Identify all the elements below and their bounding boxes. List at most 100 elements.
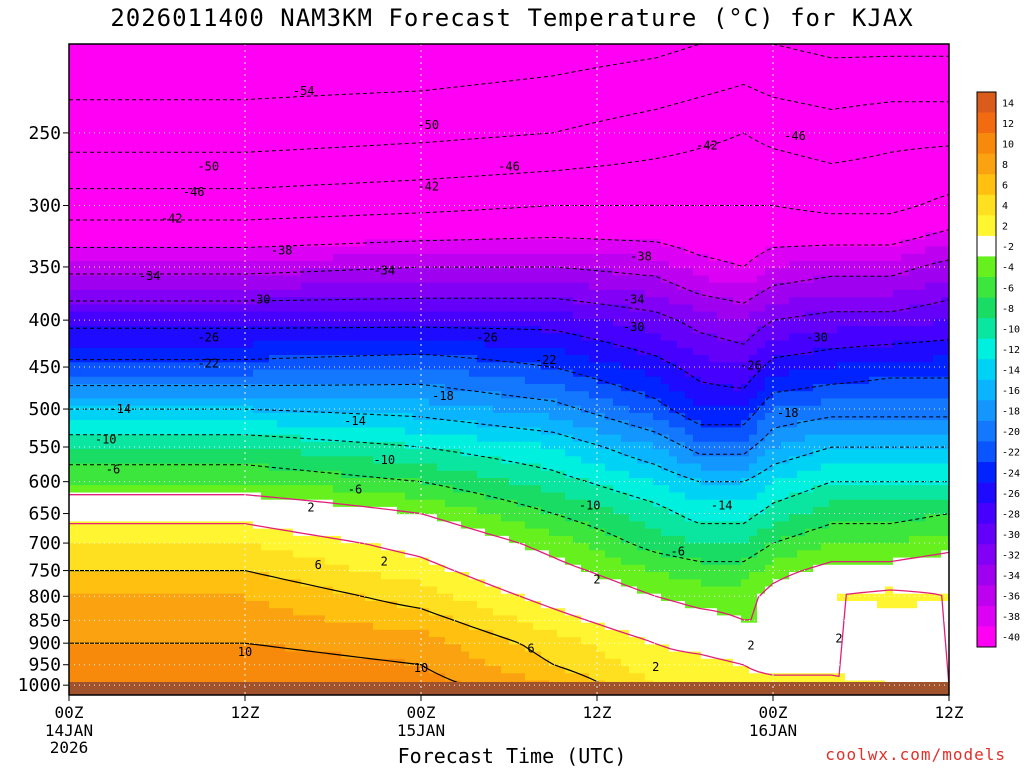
temp-cell <box>237 333 246 342</box>
temp-cell <box>141 449 150 457</box>
temp-cell <box>141 217 150 226</box>
temp-cell <box>453 506 462 515</box>
temp-cell <box>509 239 518 248</box>
temp-cell <box>117 347 126 356</box>
temp-cell <box>77 405 86 414</box>
temp-cell <box>349 261 358 269</box>
temp-cell <box>437 217 446 226</box>
temp-cell <box>69 268 78 276</box>
temp-cell <box>325 188 334 197</box>
temp-cell <box>77 195 86 204</box>
temp-cell <box>269 217 278 226</box>
temp-cell <box>309 550 318 559</box>
temp-cell <box>413 174 422 182</box>
temp-cell <box>133 51 142 59</box>
temp-cell <box>261 188 270 197</box>
temp-cell <box>245 195 254 204</box>
temp-cell <box>173 485 182 493</box>
temp-cell <box>461 275 470 284</box>
temp-cell <box>461 362 470 371</box>
temp-cell <box>149 463 158 472</box>
temp-cell <box>109 167 118 175</box>
temp-cell <box>421 427 430 436</box>
temp-cell <box>341 130 350 139</box>
temp-cell <box>109 593 118 602</box>
temp-cell <box>421 188 430 197</box>
temp-cell <box>133 441 142 450</box>
temp-cell <box>389 434 398 443</box>
temp-cell <box>173 514 182 522</box>
temp-cell <box>301 130 310 139</box>
temp-cell <box>453 586 462 595</box>
temp-cell <box>189 441 198 450</box>
temp-cell <box>221 58 230 67</box>
temp-cell <box>333 369 342 378</box>
temp-cell <box>69 289 78 298</box>
temp-cell <box>493 72 502 81</box>
temp-cell <box>221 188 230 197</box>
temp-cell <box>437 311 446 320</box>
temp-cell <box>509 261 518 269</box>
temp-cell <box>85 629 94 638</box>
temp-cell <box>277 528 286 537</box>
temp-cell <box>405 637 414 645</box>
temp-cell <box>189 333 198 342</box>
temp-cell <box>189 72 198 81</box>
temp-cell <box>213 188 222 197</box>
temp-cell <box>397 195 406 204</box>
temp-cell <box>237 608 246 616</box>
temp-cell <box>189 239 198 248</box>
temp-cell <box>229 441 238 450</box>
temp-cell <box>309 622 318 631</box>
temp-cell <box>181 463 190 472</box>
temp-cell <box>109 159 118 168</box>
temp-cell <box>221 644 230 653</box>
temp-cell <box>493 87 502 96</box>
temp-cell <box>317 456 326 465</box>
temp-cell <box>325 615 334 624</box>
temp-cell <box>429 456 438 465</box>
temp-cell <box>309 232 318 240</box>
temp-cell <box>149 637 158 645</box>
temp-cell <box>117 376 126 385</box>
temp-cell <box>341 333 350 342</box>
temp-cell <box>461 557 470 566</box>
temp-cell <box>173 246 182 255</box>
temp-cell <box>485 159 494 168</box>
temp-cell <box>429 72 438 81</box>
temp-cell <box>237 449 246 457</box>
temp-cell <box>445 666 454 674</box>
temp-cell <box>245 362 254 371</box>
temp-cell <box>309 253 318 262</box>
temp-cell <box>133 347 142 356</box>
temp-cell <box>349 275 358 284</box>
temp-cell <box>77 449 86 457</box>
temp-cell <box>253 195 262 204</box>
temp-cell <box>429 528 438 537</box>
temp-cell <box>253 297 262 305</box>
temp-cell <box>317 528 326 537</box>
temp-cell <box>93 275 102 284</box>
temp-cell <box>229 145 238 154</box>
temp-cell <box>357 326 366 334</box>
temp-cell <box>437 159 446 168</box>
temp-cell <box>501 181 510 190</box>
temp-cell <box>109 275 118 284</box>
temp-cell <box>381 572 390 580</box>
temp-cell <box>181 311 190 320</box>
temp-cell <box>421 384 430 392</box>
temp-cell <box>165 203 174 211</box>
temp-cell <box>469 210 478 219</box>
temp-cell <box>173 203 182 211</box>
temp-cell <box>365 456 374 465</box>
temp-cell <box>125 261 134 269</box>
temp-cell <box>253 275 262 284</box>
temp-cell <box>285 58 294 67</box>
temp-cell <box>429 434 438 443</box>
temp-cell <box>117 188 126 197</box>
temp-cell <box>101 203 110 211</box>
temp-cell <box>149 253 158 262</box>
temp-cell <box>341 297 350 305</box>
temp-cell <box>173 463 182 472</box>
temp-cell <box>317 145 326 154</box>
